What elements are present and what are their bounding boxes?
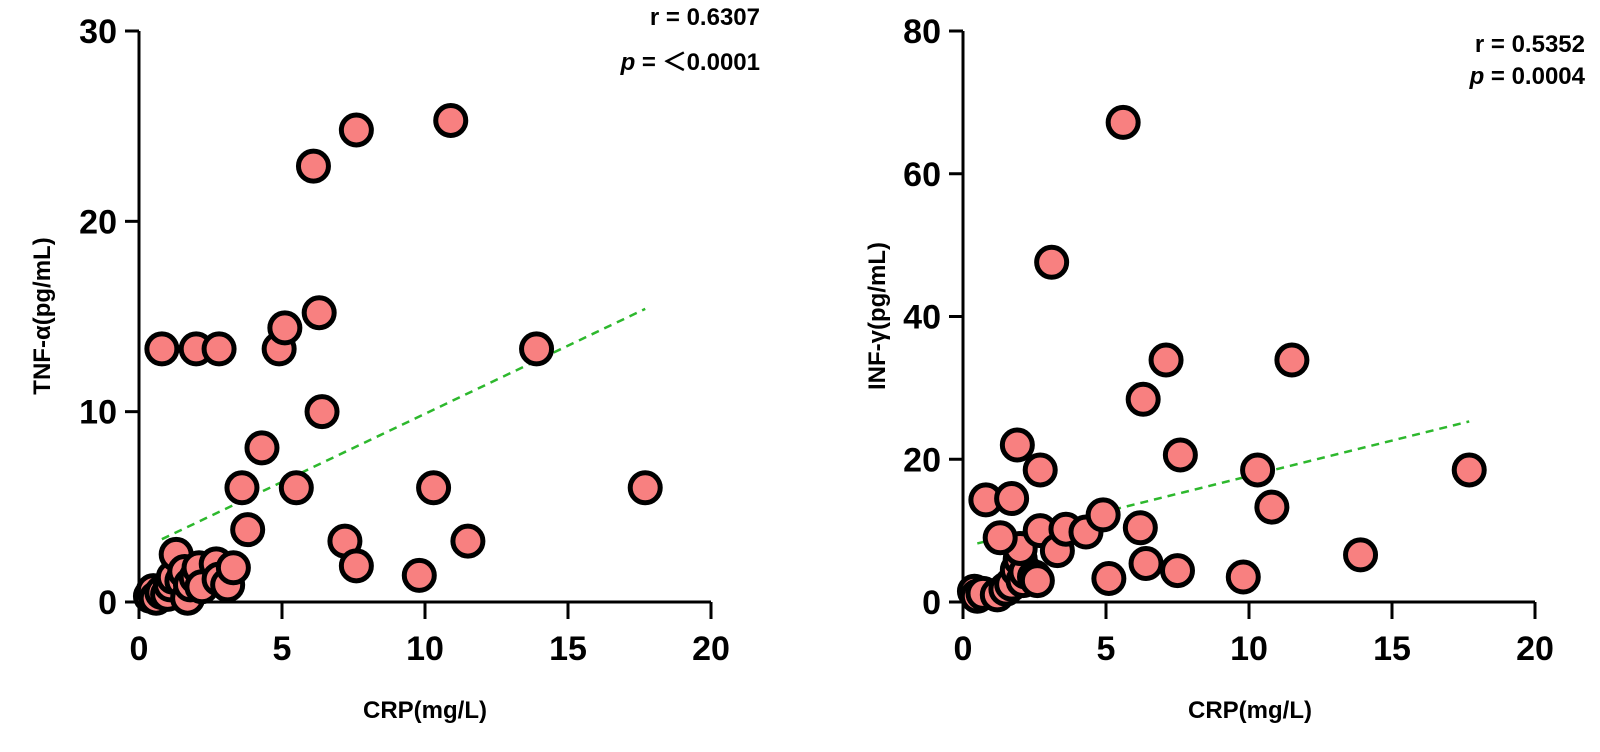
x-tick-label: 5: [1097, 630, 1116, 668]
y-tick-label: 10: [79, 394, 117, 432]
y-tick-label: 20: [903, 441, 941, 479]
x-tick-label: 20: [1516, 630, 1554, 668]
p-value: = ＜0.0001: [635, 49, 760, 76]
data-point: [1254, 489, 1290, 525]
data-point: [982, 520, 1018, 556]
y-tick-label: 0: [922, 584, 941, 622]
data-point: [1128, 545, 1164, 581]
data-point: [1148, 342, 1184, 378]
data-point: [338, 548, 374, 584]
data-point: [519, 331, 555, 367]
data-point: [627, 470, 663, 506]
data-point: [1160, 553, 1195, 589]
p-symbol: p: [1469, 63, 1485, 90]
x-tick-label: 10: [1230, 630, 1268, 668]
x-tick-label: 20: [692, 630, 730, 668]
data-point: [1022, 452, 1058, 488]
data-point: [278, 470, 314, 506]
x-axis-title: CRP(mg/L): [363, 697, 487, 724]
data-point: [1125, 381, 1161, 417]
data-point: [244, 430, 280, 466]
y-tick-label: 40: [903, 299, 941, 337]
p-value: = 0.0004: [1484, 63, 1585, 90]
data-point: [1105, 104, 1141, 140]
p-value-label: p = 0.0004: [1469, 63, 1586, 90]
data-point: [1240, 452, 1276, 488]
y-tick-label: 80: [903, 13, 941, 51]
data-point: [1034, 244, 1070, 280]
data-point: [1343, 537, 1379, 573]
x-tick-label: 5: [273, 630, 292, 668]
data-point: [301, 295, 337, 331]
x-tick-label: 15: [549, 630, 587, 668]
data-point: [295, 148, 331, 184]
data-point: [144, 331, 180, 367]
x-tick-label: 10: [406, 630, 444, 668]
data-point: [401, 557, 437, 593]
x-tick-label: 15: [1373, 630, 1411, 668]
data-point: [1225, 559, 1261, 595]
x-axis-title: CRP(mg/L): [1188, 697, 1312, 724]
data-point: [230, 512, 266, 548]
y-tick-label: 60: [903, 156, 941, 194]
p-value-label: p = ＜0.0001: [620, 49, 760, 76]
inf-gamma-panel: r = 0.5352 p = 0.0004 INF-γ(pg/mL) CRP(m…: [864, 13, 1586, 724]
data-point: [450, 523, 486, 559]
y-tick-label: 30: [79, 13, 117, 51]
x-tick-label: 0: [954, 630, 973, 668]
data-point: [999, 427, 1035, 463]
data-point: [433, 102, 469, 138]
data-point: [201, 331, 237, 367]
data-point: [215, 550, 251, 586]
data-point: [338, 112, 374, 148]
data-point: [1162, 437, 1198, 473]
data-point: [267, 310, 303, 346]
data-point: [1019, 563, 1055, 599]
data-point: [1274, 342, 1310, 378]
data-point: [1091, 560, 1127, 596]
data-point: [224, 470, 260, 506]
data-point: [1451, 452, 1487, 488]
tnf-alpha-panel: r = 0.6307 p = ＜0.0001 TNF-α(pg/mL) CRP(…: [29, 4, 760, 724]
data-point: [994, 481, 1030, 517]
y-tick-label: 0: [98, 584, 117, 622]
data-point: [304, 394, 340, 430]
y-axis-title: INF-γ(pg/mL): [864, 242, 891, 390]
data-point: [416, 470, 452, 506]
correlation-r-label: r = 0.6307: [650, 4, 760, 31]
data-point: [1122, 510, 1158, 546]
y-axis-title: TNF-α(pg/mL): [29, 237, 56, 394]
data-point: [1085, 497, 1121, 533]
correlation-r-label: r = 0.5352: [1475, 31, 1585, 58]
x-tick-label: 0: [130, 630, 149, 668]
p-symbol: p: [620, 49, 636, 76]
y-tick-label: 20: [79, 203, 117, 241]
